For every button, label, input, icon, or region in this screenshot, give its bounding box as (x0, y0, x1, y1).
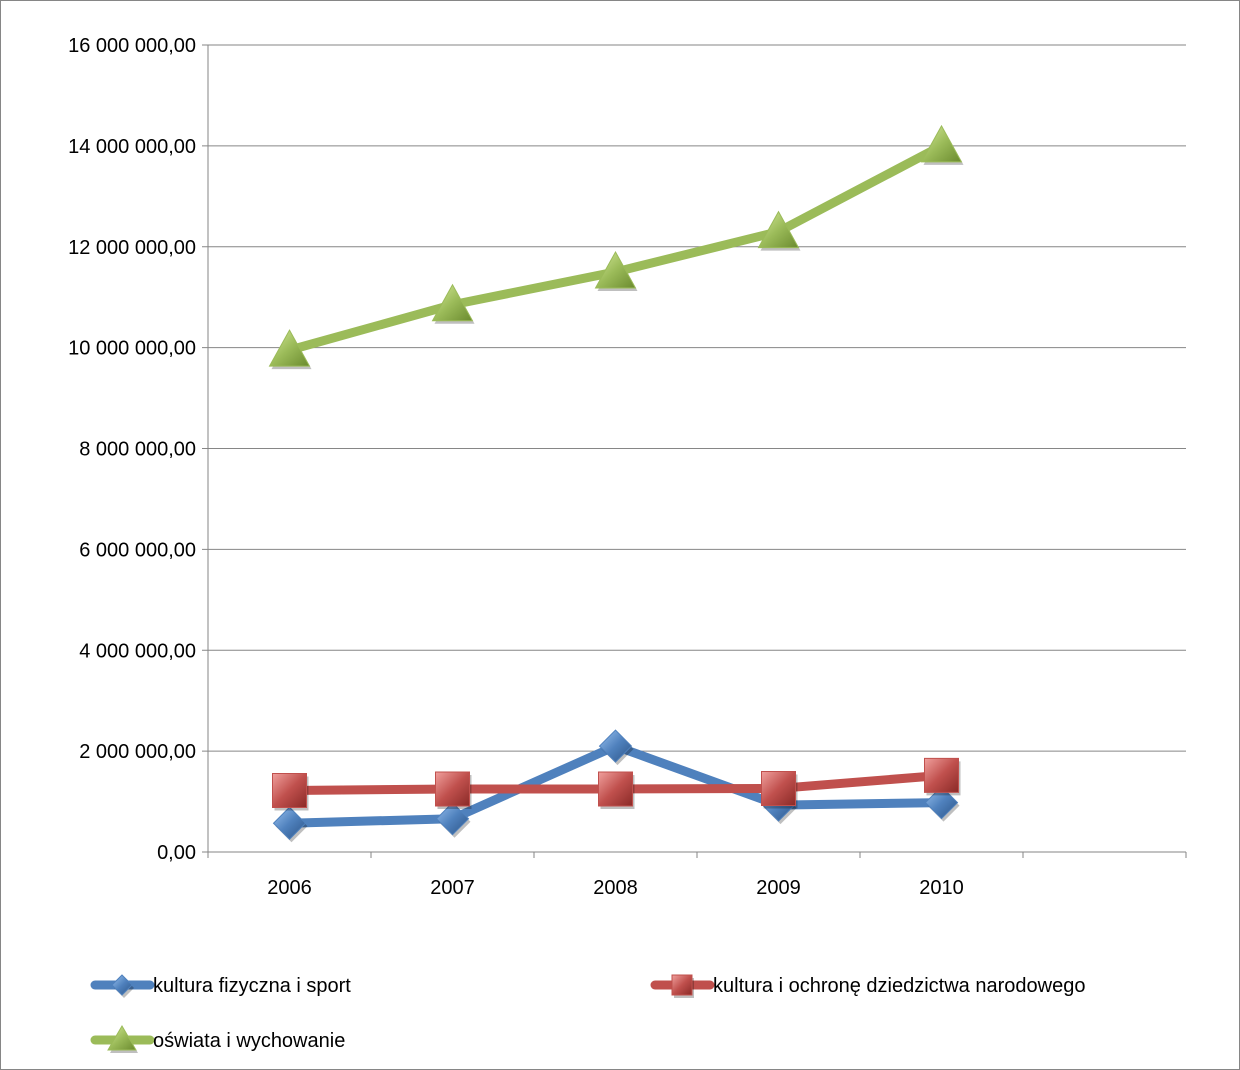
legend-entry: kultura fizyczna i sport (90, 974, 351, 998)
y-tick-label: 6 000 000,00 (79, 539, 196, 561)
legend-label: oświata i wychowanie (153, 1030, 345, 1052)
y-tick-label: 16 000 000,00 (68, 35, 196, 57)
x-tick-label: 2008 (593, 877, 638, 899)
y-tick-label: 10 000 000,00 (68, 338, 196, 360)
legend-entry: kultura i ochronę dziedzictwa narodowego (650, 974, 1085, 998)
square-marker-shape (598, 771, 633, 807)
x-tick-label: 2010 (919, 877, 964, 899)
diamond-marker-shape (924, 785, 959, 820)
square-marker (671, 974, 694, 998)
legend-label: kultura i ochronę dziedzictwa narodowego (713, 975, 1085, 997)
triangle-marker (920, 124, 964, 165)
triangle-marker-shape (757, 210, 800, 249)
diamond-marker (598, 729, 634, 766)
triangle-marker-shape (920, 124, 963, 163)
diamond-marker-shape (598, 729, 633, 763)
diamond-marker-shape (435, 802, 470, 836)
series-2 (272, 757, 961, 811)
square-marker-shape (761, 770, 796, 806)
triangle-marker (431, 283, 475, 324)
diamond-marker-shape (272, 806, 307, 840)
x-tick-label: 2009 (756, 877, 801, 899)
legend-entry: oświata i wychowanie (90, 1025, 345, 1053)
y-tick-label: 14 000 000,00 (68, 136, 196, 158)
y-tick-label: 2 000 000,00 (79, 741, 196, 763)
triangle-marker-shape (268, 329, 311, 367)
legend-label: kultura fizyczna i sport (153, 975, 351, 997)
y-tick-label: 0,00 (157, 842, 196, 864)
y-tick-label: 8 000 000,00 (79, 439, 196, 461)
x-tick-label: 2007 (430, 877, 475, 899)
diamond-marker (435, 802, 471, 838)
diamond-marker (924, 785, 960, 822)
diamond-marker (272, 806, 308, 843)
triangle-marker-shape (107, 1025, 137, 1051)
triangle-marker (107, 1025, 138, 1053)
triangle-marker (757, 210, 801, 251)
y-tick-label: 12 000 000,00 (68, 237, 196, 259)
square-marker-shape (272, 772, 307, 808)
square-marker-shape (924, 757, 959, 793)
diamond-marker-shape (111, 974, 133, 996)
square-marker-shape (671, 974, 693, 996)
diamond-marker (111, 974, 134, 998)
triangle-marker-shape (594, 250, 637, 289)
series-3 (268, 124, 964, 370)
triangle-marker (594, 250, 638, 291)
square-marker (272, 772, 309, 811)
square-marker (598, 771, 635, 809)
triangle-marker (268, 329, 312, 370)
y-tick-label: 4 000 000,00 (79, 640, 196, 662)
triangle-marker-shape (431, 283, 474, 322)
square-marker (761, 770, 798, 809)
square-marker (435, 771, 472, 809)
square-marker-shape (435, 771, 470, 807)
square-marker (924, 757, 961, 796)
x-tick-label: 2006 (267, 877, 312, 899)
